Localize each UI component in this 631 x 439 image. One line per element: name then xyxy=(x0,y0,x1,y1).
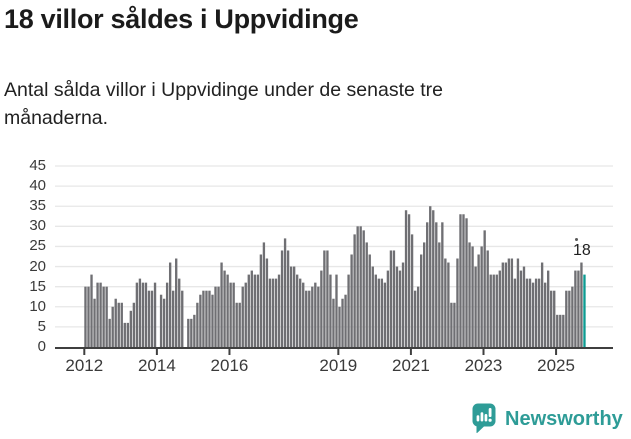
x-tick-label: 2023 xyxy=(464,356,503,375)
subtitle-line-2: månaderna. xyxy=(4,107,109,129)
y-tick-label: 5 xyxy=(37,317,46,335)
y-tick-label: 35 xyxy=(29,197,46,215)
x-tick-label: 2014 xyxy=(137,356,176,375)
y-tick-label: 15 xyxy=(29,277,46,295)
latest-value-label: 18 xyxy=(573,242,591,259)
y-tick-label: 10 xyxy=(29,297,46,315)
x-tick-label: 2021 xyxy=(391,356,430,375)
y-tick-label: 0 xyxy=(37,338,46,355)
y-tick-label: 25 xyxy=(29,237,46,255)
newsworthy-icon xyxy=(472,403,496,434)
y-tick-label: 45 xyxy=(29,157,46,174)
x-tick-label: 2012 xyxy=(65,356,104,375)
chart-subtitle: Antal sålda villor i Uppvidinge under de… xyxy=(4,76,443,132)
newsworthy-wordmark: Newsworthy xyxy=(505,407,623,430)
subtitle-line-1: Antal sålda villor i Uppvidinge under de… xyxy=(4,79,444,101)
x-tick-label: 2019 xyxy=(319,356,358,375)
y-tick-label: 40 xyxy=(29,177,46,195)
x-tick-label: 2016 xyxy=(210,356,249,375)
annotation-dot-icon xyxy=(575,238,578,241)
page-title: 18 villor såldes i Uppvidinge xyxy=(4,4,359,34)
newsworthy-logo[interactable]: Newsworthy xyxy=(472,403,623,434)
y-tick-label: 30 xyxy=(29,217,46,235)
y-tick-label: 20 xyxy=(29,257,46,275)
latest-value-annotation: 18 xyxy=(565,237,601,263)
x-tick-label: 2025 xyxy=(537,356,575,375)
